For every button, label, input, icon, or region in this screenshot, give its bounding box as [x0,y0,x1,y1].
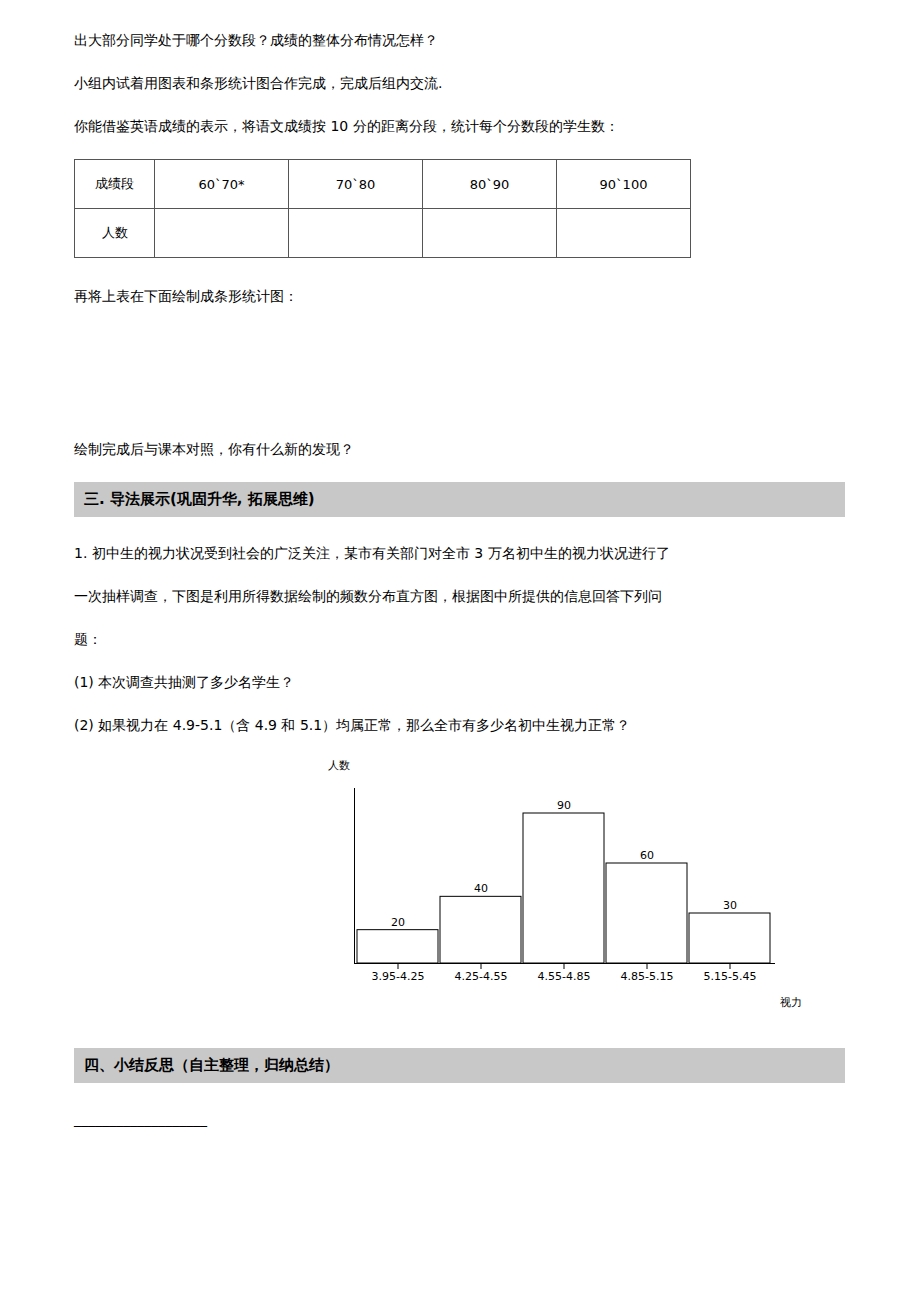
html-text:再将上表在下面绘制成条形统计图：: 再将上表在下面绘制成条形统计图： [74,288,298,304]
html-text:你能借鉴英语成绩的表示，将语文成绩按 10 分的距离分段，统: 你能借鉴英语成绩的表示，将语文成绩按 10 分的距离分段，统计每个分数段的学生数… [74,118,619,134]
svg-text:4.25-4.55: 4.25-4.55 [455,970,508,983]
html-text:一次抽样调查，下图是利用所得数据绘制的频数分布直方图，根据图: 一次抽样调查，下图是利用所得数据绘制的频数分布直方图，根据图中所提供的信息回答下… [74,588,662,604]
svg-text:90: 90 [557,799,571,812]
html-text:(1) 本次调查共抽测了多少名学生？: (1) 本次调查共抽测了多少名学生？ [74,674,295,690]
html-text:(2) 如果视力在 4.9-5.1（含 4.9 和 5.1）: (2) 如果视力在 4.9-5.1（含 4.9 和 5.1）均属正常，那么全市有… [74,717,631,733]
html-text:80`90: 80`90 [469,176,510,192]
svg-text:4.85-5.15: 4.85-5.15 [621,970,674,983]
html-text:绘制完成后与课本对照，你有什么新的发现？: 绘制完成后与课本对照，你有什么新的发现？ [74,441,354,457]
html-text:成绩段: 成绩段 [95,176,134,191]
svg-text:60: 60 [640,849,654,862]
html-text:1. 初中生的视力状况受到社会的广泛关注，某市有关部门对全市: 1. 初中生的视力状况受到社会的广泛关注，某市有关部门对全市 3 万名初中生的视… [74,545,670,561]
html-text:小组内试着用图表和条形统计图合作完成，完成后组内交流.: 小组内试着用图表和条形统计图合作完成，完成后组内交流. [74,75,443,91]
svg-text:5.15-5.45: 5.15-5.45 [704,970,757,983]
svg-text:4.55-4.85: 4.55-4.85 [538,970,591,983]
svg-text:40: 40 [474,882,488,895]
svg-text:人数: 人数 [328,759,350,772]
svg-text:3.95-4.25: 3.95-4.25 [372,970,425,983]
html-text:人数: 人数 [101,225,128,240]
svg-text:视力: 视力 [780,996,802,1009]
html-text:题：: 题： [74,631,102,647]
svg-text:30: 30 [723,899,737,912]
html-text:60`70*: 60`70* [198,176,245,192]
svg-text:20: 20 [391,916,405,929]
html-text:90`100: 90`100 [599,176,648,192]
html-text:三. 导法展示(巩固升华, 拓展思维): 三. 导法展示(巩固升华, 拓展思维) [84,490,315,508]
html-text:四、小结反思（自主整理，归纳总结）: 四、小结反思（自主整理，归纳总结） [84,1056,339,1074]
html-text:70`80: 70`80 [335,176,376,192]
html-text:出大部分同学处于哪个分数段？成绩的整体分布情况怎样？: 出大部分同学处于哪个分数段？成绩的整体分布情况怎样？ [74,32,438,48]
